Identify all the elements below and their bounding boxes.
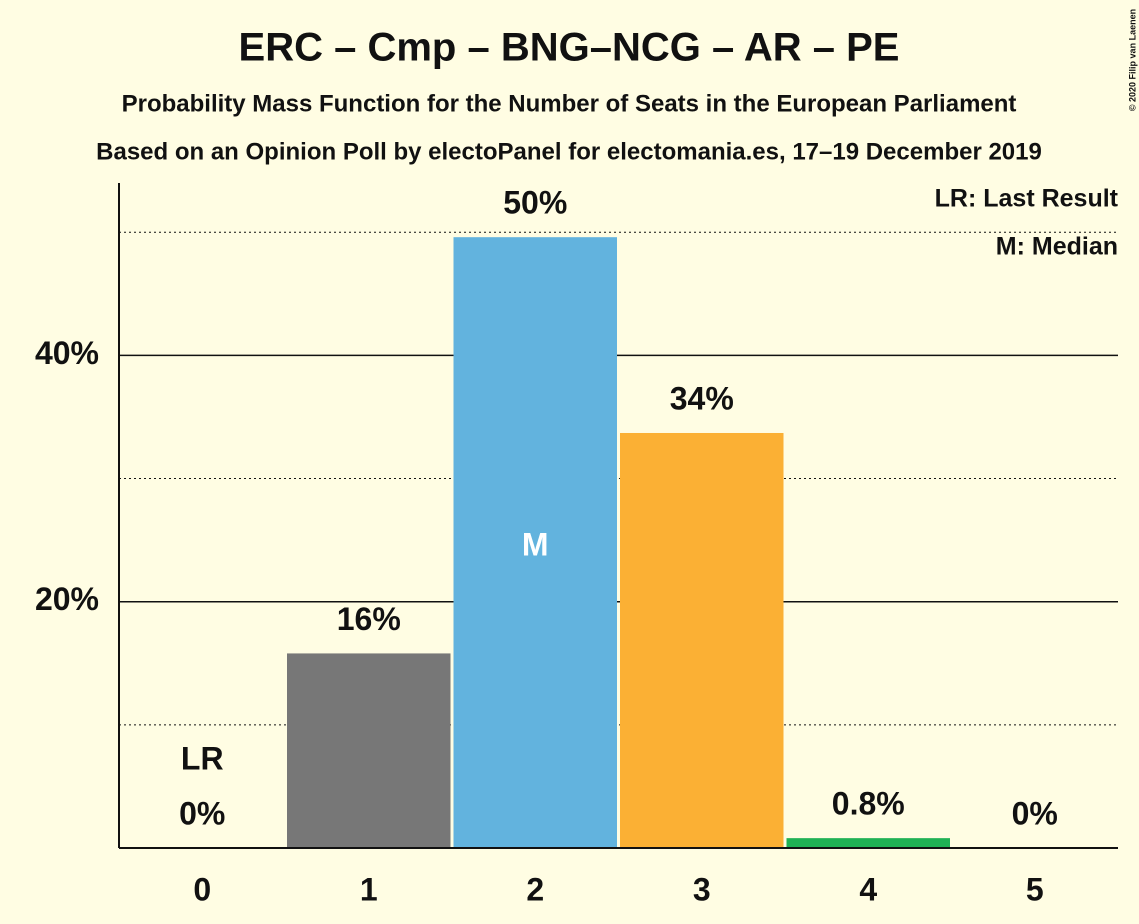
value-label: 0.8% (832, 786, 905, 822)
x-tick-label: 0 (193, 871, 211, 907)
median-marker: M (522, 526, 549, 562)
value-label: 0% (1012, 795, 1058, 831)
legend-entry: LR: Last Result (935, 185, 1119, 213)
bar (786, 838, 950, 848)
credit: © 2020 Filip van Laenen (1127, 9, 1137, 111)
bar (287, 653, 451, 848)
y-tick-label: 20% (35, 581, 99, 617)
x-tick-label: 2 (526, 871, 544, 907)
bar (453, 237, 617, 848)
value-label: 34% (670, 380, 734, 416)
y-tick-label: 40% (35, 335, 99, 371)
chart-title: ERC – Cmp – BNG–NCG – AR – PE (239, 26, 900, 70)
value-label: 0% (179, 795, 225, 831)
legend-entry: M: Median (996, 233, 1118, 261)
last-result-marker: LR (181, 740, 224, 776)
subtitle: Probability Mass Function for the Number… (122, 90, 1017, 117)
value-label: 16% (337, 601, 401, 637)
bar (620, 432, 784, 848)
x-tick-label: 3 (693, 871, 711, 907)
x-tick-label: 4 (859, 871, 877, 907)
x-tick-label: 5 (1026, 871, 1044, 907)
value-label: 50% (503, 185, 567, 221)
subtitle: Based on an Opinion Poll by electoPanel … (96, 138, 1042, 165)
x-tick-label: 1 (360, 871, 378, 907)
